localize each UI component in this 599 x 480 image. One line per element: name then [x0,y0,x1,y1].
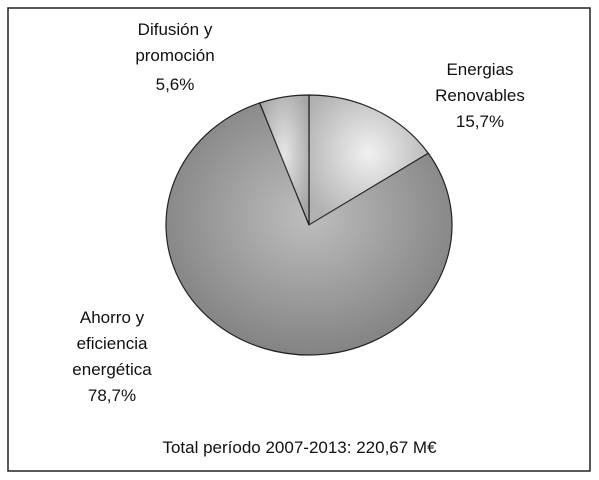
slice-shade [166,102,452,355]
slice-label: Ahorro y eficiencia energética [72,308,152,379]
value-label: 15,7% [455,112,505,131]
slice-shade [259,95,309,225]
slice-label: Difusión y promoción [135,20,215,65]
slice-shade [309,95,429,225]
chart-subtitle: Total período 2007-2013: 220,67 M€ [162,438,437,457]
slice-label: Energias Renovables [435,60,525,105]
value-label: 5,6% [155,75,195,94]
value-label: 78,7% [87,386,137,405]
